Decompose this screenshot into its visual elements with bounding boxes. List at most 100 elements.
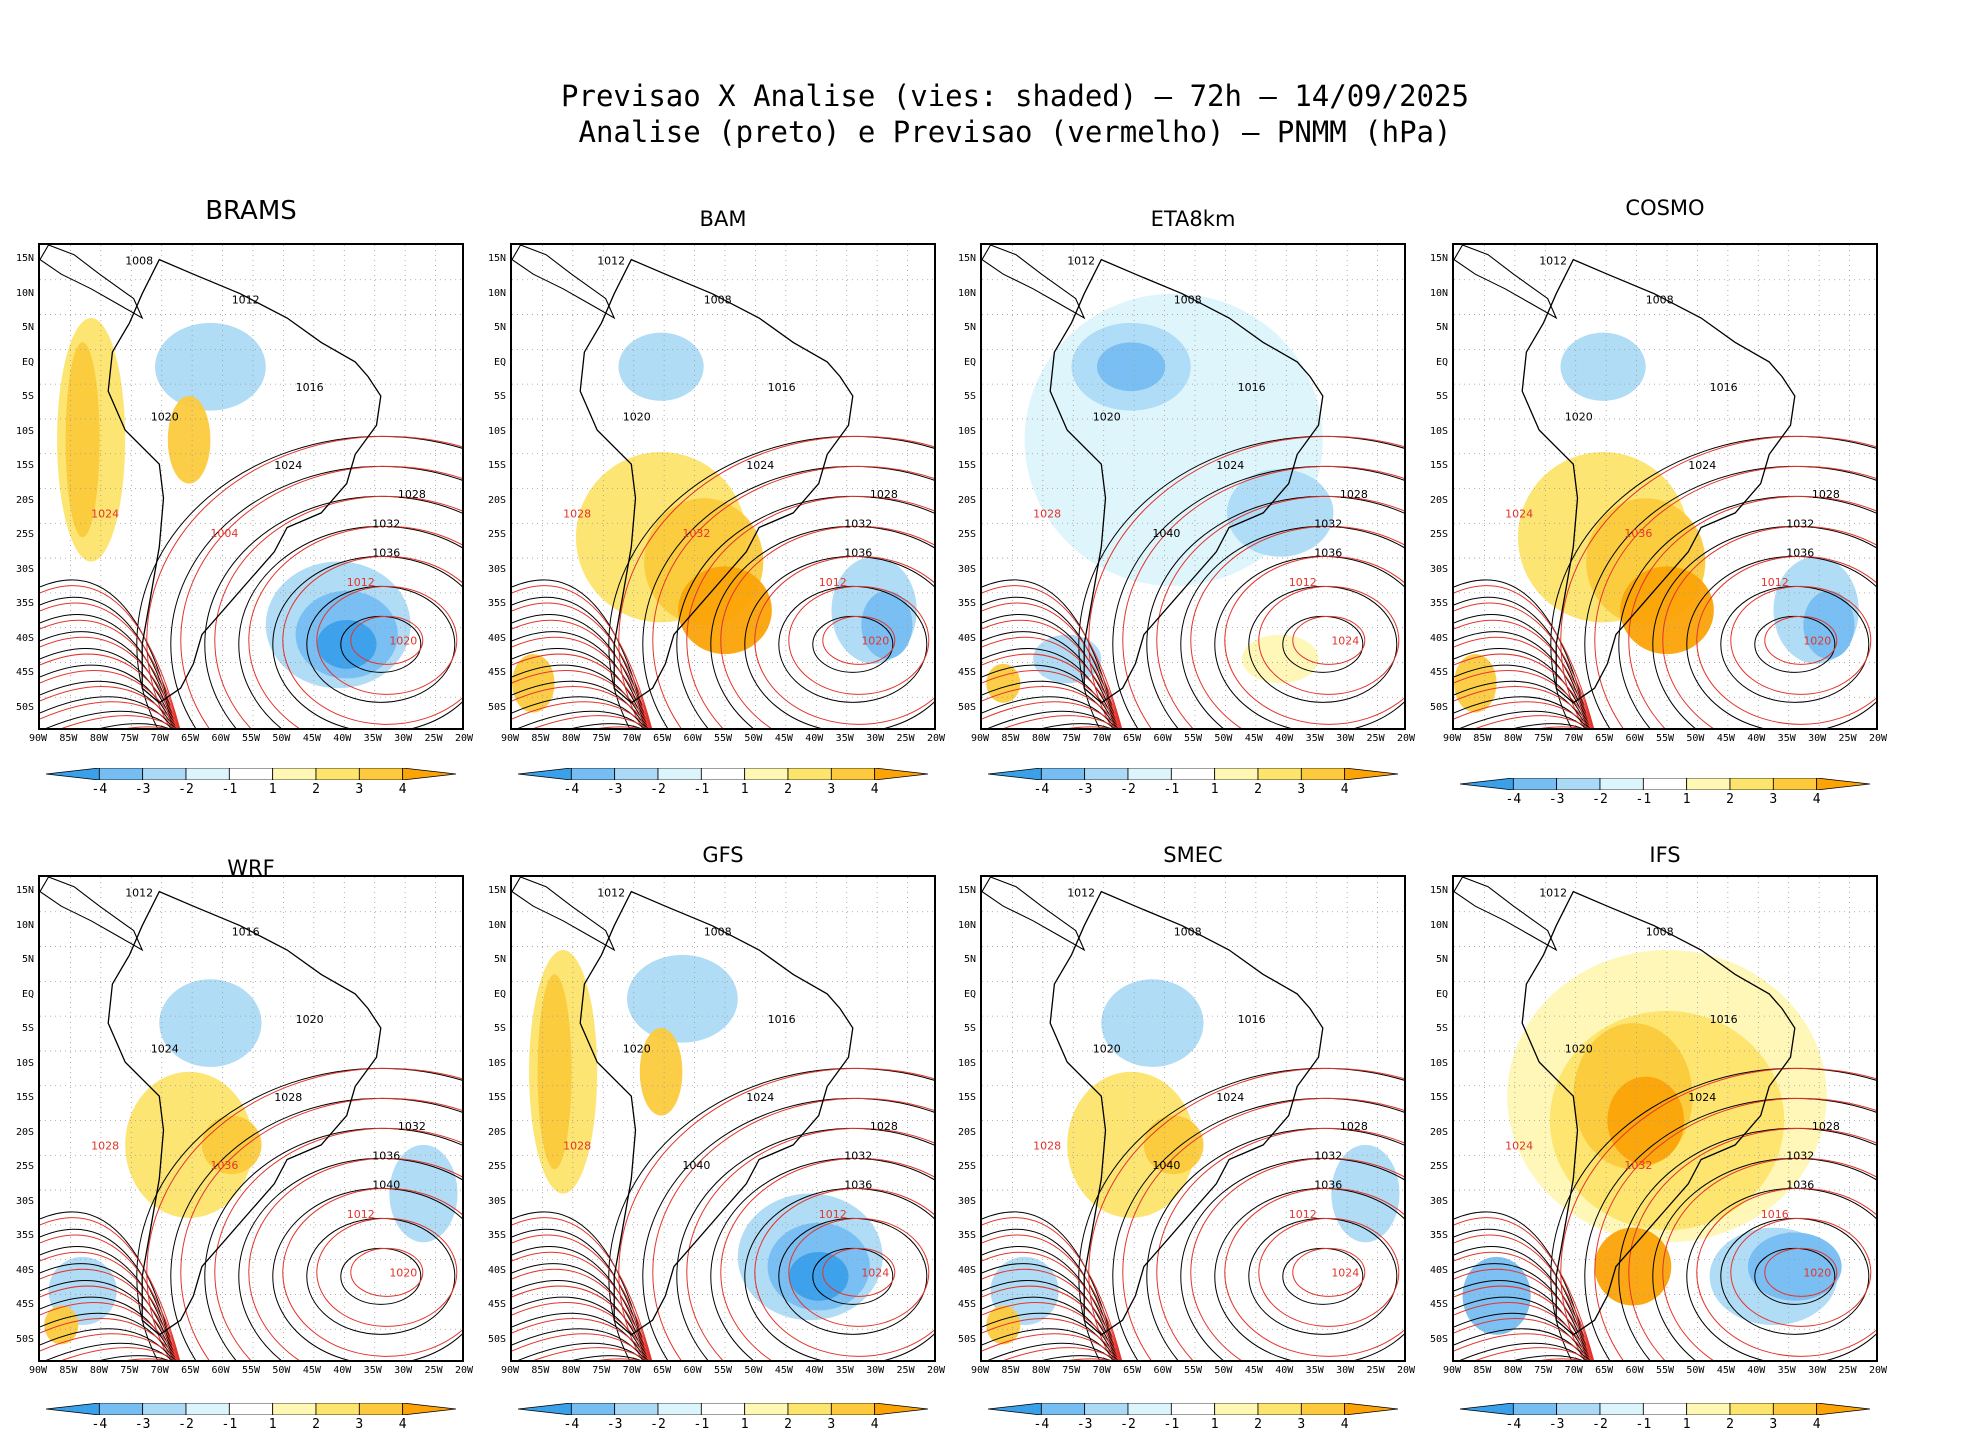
colorbar-tick-label: 2 (312, 1417, 320, 1432)
isobar-label: 1020 (1565, 1042, 1593, 1055)
colorbar-tick-label: -3 (1076, 782, 1093, 797)
isobar-label: 1036 (1314, 1179, 1342, 1192)
longitude-tick-label: 70W (622, 733, 641, 744)
latitude-tick-label: 30S (487, 1195, 506, 1207)
latitude-tick-label: 30S (487, 563, 506, 575)
longitude-tick-label: 55W (1183, 1365, 1203, 1376)
colorbar-tick-label: 4 (398, 1417, 407, 1432)
latitude-tick-label: 15S (15, 460, 34, 471)
latitude-tick-label: 5N (493, 954, 506, 965)
bias-shading (1241, 634, 1319, 684)
isobar-label: 1028 (563, 1140, 591, 1153)
longitude-tick-label: 20W (1868, 1365, 1888, 1376)
colorbar-segment (1772, 778, 1818, 790)
latitude-tick-label: 25S (1429, 1161, 1448, 1172)
isobar-label: 1032 (1314, 1149, 1342, 1162)
latitude-tick-label: 5S (963, 1023, 976, 1034)
central-america-coastline (982, 245, 1086, 320)
bias-shading (512, 654, 555, 713)
central-america-coastline (982, 877, 1086, 952)
latitude-tick-label: 15S (487, 460, 506, 471)
longitude-tick-label: 40W (1275, 1365, 1294, 1376)
colorbar-segment (1816, 778, 1870, 790)
longitude-tick-label: 50W (272, 1365, 291, 1376)
longitude-tick-label: 45W (302, 733, 321, 744)
colorbar-segment (874, 768, 928, 780)
colorbar-segment (185, 768, 230, 780)
latitude-tick-label: 50S (957, 701, 976, 713)
bias-shading (537, 974, 572, 1170)
latitude-tick-label: 30S (15, 563, 34, 575)
latitude-tick-label: 5S (1435, 1023, 1448, 1034)
longitude-tick-label: 35W (1777, 1365, 1796, 1376)
latitude-tick-label: 40S (1429, 1264, 1448, 1276)
latitude-tick-label: 10N (487, 287, 506, 299)
south-america-coastline (579, 258, 854, 704)
isobar-label: 1012 (1067, 886, 1095, 899)
latitude-tick-label: 15N (957, 885, 976, 896)
longitude-tick-label: 35W (1305, 1365, 1324, 1376)
colorbar-tick-label: -3 (134, 1417, 151, 1432)
colorbar-segment (518, 1403, 572, 1415)
title-line-2: Analise (preto) e Previsao (vermelho) – … (578, 115, 1452, 149)
colorbar-tick-label: -2 (650, 1417, 666, 1432)
latitude-tick-label: 30S (15, 1195, 34, 1207)
latitude-tick-label: 15N (487, 885, 506, 896)
colorbar-segment (1512, 778, 1558, 790)
longitude-tick-label: 50W (1214, 1365, 1233, 1376)
longitude-tick-label: 25W (424, 733, 443, 744)
latitude-tick-label: 50S (487, 701, 506, 713)
latitude-tick-label: 50S (1429, 701, 1448, 713)
isobar-label: 1012 (1761, 576, 1789, 589)
latitude-tick-label: EQ (963, 988, 976, 1000)
bias-shading (1462, 1256, 1531, 1335)
latitude-tick-label: 10N (487, 919, 506, 931)
colorbar-tick-label: -3 (1076, 1417, 1093, 1432)
central-america-coastline (512, 245, 616, 320)
longitude-tick-label: 35W (1777, 733, 1796, 744)
latitude-tick-label: 15N (15, 885, 34, 896)
colorbar-tick-label: 3 (827, 782, 836, 797)
colorbar-tick-label: -4 (1505, 1417, 1522, 1432)
colorbar: -4 -3 -2 -1 1 2 3 4 (1460, 778, 1870, 807)
longitude-tick-label: 90W (970, 1365, 990, 1376)
colorbar-tick-label: 2 (784, 782, 792, 797)
colorbar-tick-label: 2 (1726, 792, 1734, 807)
isobar-label: 1036 (372, 1149, 400, 1162)
colorbar-tick-label: -1 (1635, 792, 1652, 807)
colorbar-tick-label: 4 (1340, 1417, 1349, 1432)
grid-lines (40, 877, 462, 1360)
bias-shading (1454, 654, 1497, 713)
latitude-tick-label: 10S (1429, 1057, 1448, 1069)
latitude-tick-label: EQ (493, 356, 506, 368)
latitude-tick-label: 5S (963, 391, 976, 402)
latitude-tick-label: 40S (957, 632, 976, 644)
latitude-tick-label: 35S (957, 1230, 976, 1241)
longitude-tick-label: 50W (744, 1365, 763, 1376)
longitude-tick-label: 70W (1092, 1365, 1111, 1376)
colorbar: -4 -3 -2 -1 1 2 3 4 (988, 768, 1398, 797)
latitude-tick-label: 15S (1429, 1092, 1448, 1103)
colorbar-segment (185, 1403, 230, 1415)
isobar-contours (982, 435, 1404, 728)
colorbar-segment (98, 1403, 144, 1415)
isobar-label: 1028 (274, 1091, 302, 1104)
latitude-tick-label: 45S (487, 1299, 506, 1310)
isobar-label: 1032 (372, 517, 400, 530)
colorbar-tick-label: -1 (221, 1417, 238, 1432)
latitude-tick-label: 40S (487, 1264, 506, 1276)
colorbar-segment (1040, 1403, 1086, 1415)
longitude-tick-label: 75W (592, 1365, 611, 1376)
longitude-tick-label: 85W (531, 733, 550, 744)
longitude-tick-label: 90W (1442, 1365, 1462, 1376)
latitude-tick-label: 15N (487, 253, 506, 264)
colorbar-segment (830, 768, 876, 780)
colorbar-segment (1599, 1403, 1644, 1415)
colorbar-tick-label: 3 (1769, 792, 1778, 807)
map-frame: 1012 1008 1016 1020 1024 1028 1032 1036 1012 1020… (1452, 243, 1878, 730)
title-line-1: Previsao X Analise (vies: shaded) – 72h … (561, 79, 1469, 113)
isobar-label: 1036 (844, 1179, 872, 1192)
map-frame: 1012 1016 1020 1024 1028 1032 1036 1040 1012 1020… (38, 875, 464, 1362)
page-title: Previsao X Analise (vies: shaded) – 72h … (0, 78, 1964, 150)
longitude-tick-label: 85W (531, 1365, 550, 1376)
